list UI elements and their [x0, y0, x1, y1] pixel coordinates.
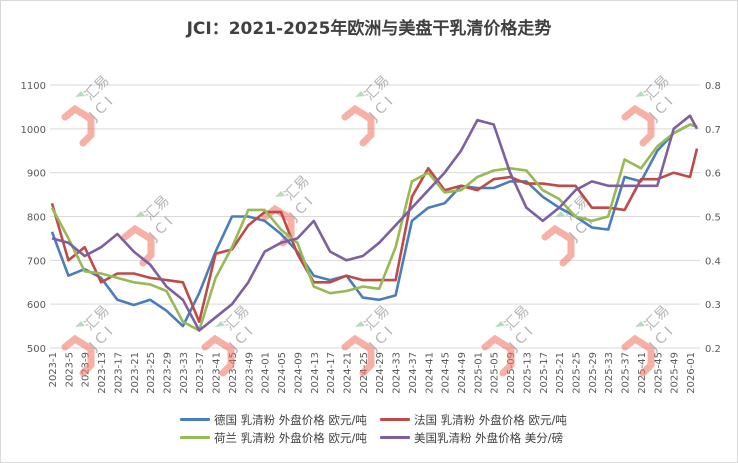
- legend-item: 荷兰 乳清粉 外盘价格 欧元/吨: [180, 429, 380, 446]
- x-tick-label: 2024-29: [375, 352, 386, 394]
- x-tick-label: 2023-13: [97, 352, 108, 394]
- x-tick-label: 2025-13: [522, 352, 533, 394]
- x-tick-label: 2023-41: [212, 352, 223, 394]
- x-tick-label: 2024-21: [342, 352, 353, 394]
- watermark: 汇易 JCI: [61, 73, 119, 147]
- x-tick-label: 2025-05: [490, 352, 501, 394]
- x-tick-label: 2025-17: [539, 352, 550, 394]
- x-tick-label: 2025-49: [670, 352, 681, 394]
- x-tick-label: 2023-25: [146, 352, 157, 394]
- legend-label: 德国 乳清粉 外盘价格 欧元/吨: [214, 412, 367, 427]
- x-tick-label: 2024-13: [310, 352, 321, 394]
- x-tick-label: 2024-33: [392, 352, 403, 394]
- x-tick-label: 2023-5: [64, 352, 75, 387]
- x-tick-label: 2024-41: [424, 352, 435, 394]
- x-tick-label: 2025-33: [604, 352, 615, 394]
- x-tick-label: 2023-49: [244, 352, 255, 394]
- x-tick-label: 2025-25: [572, 352, 583, 394]
- legend-swatch: [380, 418, 410, 421]
- x-tick-label: 2023-45: [228, 352, 239, 394]
- y-left-tick-label: 500: [27, 344, 46, 355]
- y-left-tick-label: 600: [27, 300, 46, 311]
- x-tick-label: 2024-49: [457, 352, 468, 394]
- y-right-tick-label: 0.3: [705, 300, 721, 311]
- x-tick-label: 2024-01: [261, 352, 272, 394]
- y-right-tick-label: 0.6: [705, 169, 721, 180]
- y-left-tick-label: 700: [27, 256, 46, 267]
- y-right-tick-label: 0.5: [705, 213, 721, 224]
- y-left-tick-label: 800: [27, 213, 46, 224]
- x-tick-label: 2025-01: [473, 352, 484, 394]
- legend-label: 荷兰 乳清粉 外盘价格 欧元/吨: [214, 430, 367, 445]
- x-tick-label: 2024-17: [326, 352, 337, 394]
- y-left-tick-label: 900: [27, 169, 46, 180]
- legend-item: 德国 乳清粉 外盘价格 欧元/吨: [180, 411, 380, 428]
- x-tick-label: 2024-05: [277, 352, 288, 394]
- watermark: 汇易 JCI: [341, 73, 399, 147]
- x-tick-label: 2023-29: [163, 352, 174, 394]
- watermark: 汇易 JCI: [261, 173, 319, 247]
- y-right-tick-label: 0.2: [705, 344, 721, 355]
- x-tick-label: 2025-21: [555, 352, 566, 394]
- x-tick-label: 2023-21: [130, 352, 141, 394]
- watermark: 汇易 JCI: [621, 73, 679, 147]
- y-right-tick-label: 0.4: [705, 256, 721, 267]
- legend-label: 法国 乳清粉 外盘价格 欧元/吨: [414, 412, 567, 427]
- x-tick-label: 2026-01: [686, 352, 697, 394]
- x-tick-label: 2023-37: [195, 352, 206, 394]
- series-line-0: [50, 123, 698, 328]
- x-tick-label: 2024-09: [293, 352, 304, 394]
- x-tick-label: 2023-33: [179, 352, 190, 394]
- legend-swatch: [380, 436, 410, 439]
- x-tick-label: 2025-29: [588, 352, 599, 394]
- x-tick-label: 2023-17: [113, 352, 124, 394]
- legend-swatch: [180, 436, 210, 439]
- y-right-tick-label: 0.8: [705, 81, 721, 92]
- x-tick-label: 2025-45: [653, 352, 664, 394]
- y-left-tick-label: 1000: [21, 125, 46, 136]
- x-tick-label: 2024-45: [441, 352, 452, 394]
- x-tick-label: 2023-1: [48, 352, 59, 387]
- y-left-tick-label: 1100: [21, 81, 46, 92]
- x-tick-label: 2025-09: [506, 352, 517, 394]
- x-tick-label: 2025-37: [621, 352, 632, 394]
- legend-swatch: [180, 418, 210, 421]
- y-right-tick-label: 0.7: [705, 125, 721, 136]
- legend-label: 美国乳清粉 外盘价格 美分/磅: [414, 430, 564, 445]
- chart-title: JCI：2021-2025年欧洲与美盘干乳清价格走势: [186, 19, 552, 39]
- legend: 德国 乳清粉 外盘价格 欧元/吨 法国 乳清粉 外盘价格 欧元/吨荷兰 乳清粉 外…: [180, 410, 580, 446]
- x-tick-label: 2024-37: [408, 352, 419, 394]
- legend-item: 美国乳清粉 外盘价格 美分/磅: [380, 429, 580, 446]
- legend-item: 法国 乳清粉 外盘价格 欧元/吨: [380, 411, 580, 428]
